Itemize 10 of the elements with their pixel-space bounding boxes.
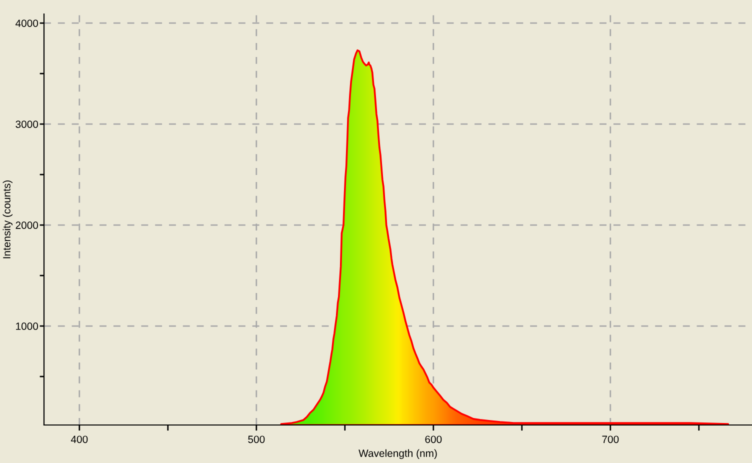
x-tick-label: 400	[70, 436, 88, 444]
y-tick-label: 2000	[16, 222, 38, 229]
x-tick-label: 500	[248, 436, 265, 444]
y-tick-label: 3000	[16, 120, 38, 128]
x-tick-label: 600	[425, 436, 442, 444]
y-axis-title: Intensity (counts)	[2, 180, 12, 258]
x-axis-title: Wavelength (nm)	[358, 449, 437, 460]
y-tick-label: 1000	[16, 322, 38, 330]
y-tick-label: 4000	[16, 20, 38, 27]
x-tick-label: 700	[602, 436, 619, 444]
